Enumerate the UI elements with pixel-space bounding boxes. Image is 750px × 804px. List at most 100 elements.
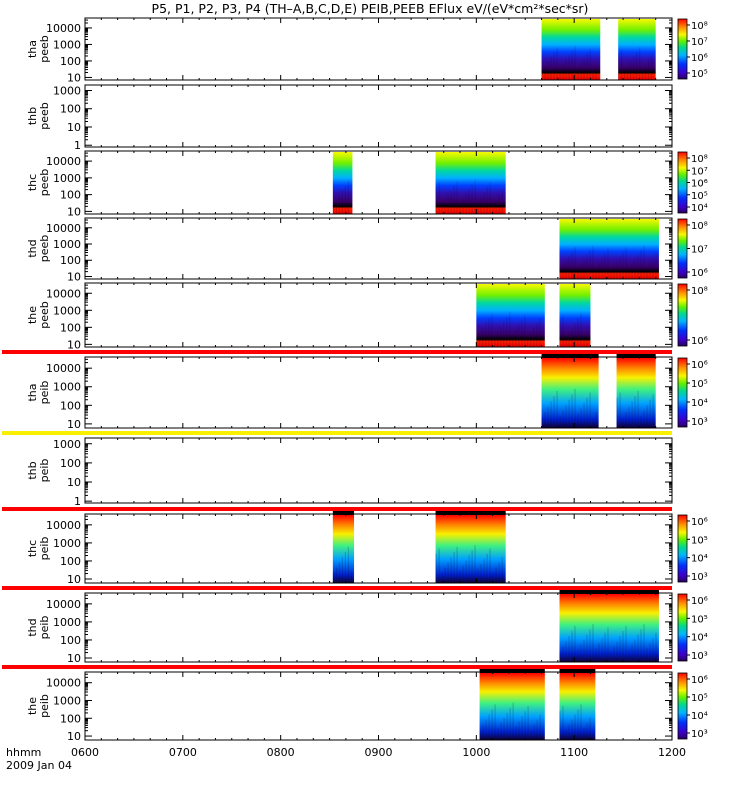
panel-thb-peib: 1 10 100 1000 thb peib (2, 431, 673, 508)
data-texture (574, 323, 576, 347)
data-texture (655, 632, 657, 662)
data-texture (574, 714, 576, 740)
data-texture (344, 551, 346, 583)
panel-instrument-label: peeb (38, 169, 51, 197)
data-texture (462, 565, 464, 583)
data-texture (477, 569, 479, 583)
data-texture (565, 260, 567, 279)
data-texture (571, 50, 573, 80)
colorbar (677, 218, 688, 279)
colorbar-tick-label: 10⁵ (691, 693, 708, 704)
panel-frame (84, 437, 673, 504)
colorbar-tick-label: 10⁵ (691, 191, 708, 202)
data-texture (574, 625, 576, 662)
data-texture (589, 629, 591, 662)
y-tick-label: 100 (60, 712, 81, 725)
colorbar-tick-label: 10⁴ (691, 398, 708, 409)
data-texture (332, 572, 334, 583)
data-texture (625, 246, 627, 279)
y-tick-label: 100 (60, 555, 81, 568)
data-texture (550, 56, 552, 80)
data-texture (480, 196, 482, 214)
data-texture (586, 331, 588, 347)
data-texture (568, 724, 570, 740)
data-texture (332, 204, 334, 214)
data-texture (453, 551, 455, 583)
panel-probe-label: thc (26, 174, 39, 191)
flag-line (2, 507, 672, 511)
data-texture (341, 190, 343, 214)
data-texture (628, 649, 630, 662)
data-texture (471, 550, 473, 583)
data-texture (616, 260, 618, 279)
data-texture (601, 257, 603, 279)
x-tick-label: 0800 (267, 746, 295, 759)
data-texture (559, 711, 561, 740)
data-texture (607, 627, 609, 662)
data-texture (509, 311, 511, 347)
y-tick-label: 1000 (53, 694, 81, 707)
data-texture (604, 253, 606, 279)
data-texture (640, 415, 642, 428)
y-tick-label: 10 (67, 338, 81, 351)
data-texture (527, 706, 529, 740)
data-texture (544, 66, 546, 80)
panel-probe-label: thd (26, 239, 39, 257)
y-tick-label: 100 (60, 399, 81, 412)
data-texture (562, 646, 564, 662)
x-tick-label: 0600 (71, 746, 99, 759)
y-tick-label: 1000 (53, 84, 81, 97)
data-texture (553, 396, 555, 428)
y-tick-label: 10 (67, 71, 81, 84)
data-block (541, 19, 601, 80)
y-tick-label: 1000 (53, 616, 81, 629)
panel-thb-peeb: 1 10 100 1000 thb peeb (26, 84, 673, 152)
y-tick-label: 1 (74, 139, 81, 152)
data-texture (444, 567, 446, 583)
data-texture (571, 394, 573, 428)
data-texture (619, 392, 621, 428)
data-block (479, 673, 545, 740)
data-block (559, 594, 659, 662)
y-tick-label: 10000 (46, 222, 81, 235)
data-texture (640, 629, 642, 662)
data-texture (595, 648, 597, 662)
y-tick-label: 10 (67, 476, 81, 489)
data-texture (622, 417, 624, 428)
data-texture (347, 546, 349, 583)
data-texture (648, 59, 650, 80)
data-texture (479, 332, 481, 347)
data-texture (577, 268, 579, 279)
data-texture (494, 335, 496, 347)
data-texture (488, 714, 490, 740)
panel-probe-label: tha (26, 383, 39, 401)
panel-tha-peeb: 10 100 1000 10000 tha peeb 10⁵ 10⁶ 10⁷ 10⁸ (26, 17, 708, 84)
panel-instrument-label: peib (38, 694, 51, 718)
data-texture (586, 53, 588, 80)
data-texture (530, 729, 532, 740)
colorbar-tick-label: 10³ (691, 572, 708, 583)
data-texture (574, 246, 576, 279)
data-texture (634, 639, 636, 662)
colorbar-tick-label: 10⁶ (691, 360, 708, 371)
panel-instrument-label: peeb (38, 235, 51, 263)
data-texture (547, 61, 549, 80)
data-texture (589, 717, 591, 740)
data-texture (438, 548, 440, 583)
data-texture (338, 195, 340, 214)
flag-line (2, 350, 672, 354)
data-texture (500, 723, 502, 740)
y-tick-label: 10000 (46, 362, 81, 375)
data-texture (568, 332, 570, 347)
panel-instrument-label: peib (38, 459, 51, 483)
data-texture (498, 562, 500, 583)
data-texture (652, 637, 654, 662)
data-texture (515, 329, 517, 347)
data-texture (497, 331, 499, 347)
y-tick-label: 100 (60, 55, 81, 68)
data-texture (577, 67, 579, 80)
data-texture (646, 266, 648, 279)
x-axis: hhmm 2009 Jan 04 0600 0700 0800 0900 1000 110… (6, 746, 686, 772)
x-tick-label: 0900 (365, 746, 393, 759)
data-texture (562, 64, 564, 80)
